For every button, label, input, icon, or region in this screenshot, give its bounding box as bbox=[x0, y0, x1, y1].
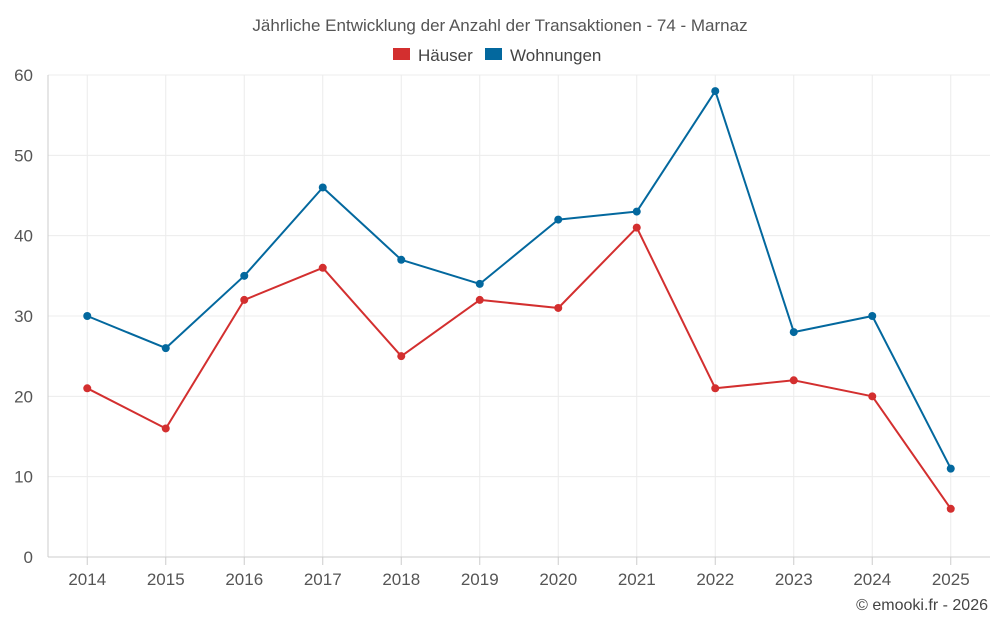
series-wohnungen bbox=[83, 87, 955, 473]
x-tick-label-2016: 2016 bbox=[225, 570, 263, 589]
y-tick-label-10: 10 bbox=[14, 468, 33, 487]
y-tick-label-30: 30 bbox=[14, 307, 33, 326]
x-tick-label-2025: 2025 bbox=[932, 570, 970, 589]
legend: Häuser Wohnungen bbox=[393, 46, 601, 65]
axes bbox=[47, 75, 990, 558]
data-point-haeuser-2018 bbox=[397, 352, 406, 361]
y-axis-ticks: 0 10 20 30 40 50 60 bbox=[14, 66, 33, 567]
data-point-wohnungen-2016 bbox=[240, 271, 249, 280]
legend-swatch-haeuser bbox=[393, 48, 410, 60]
series-line-haeuser bbox=[86, 226, 952, 510]
data-point-wohnungen-2014 bbox=[83, 312, 92, 320]
y-tick-label-20: 20 bbox=[14, 387, 33, 406]
data-point-wohnungen-2022 bbox=[711, 87, 720, 96]
credit-text: © emooki.fr - 2026 bbox=[856, 597, 988, 614]
data-point-haeuser-2014 bbox=[83, 384, 92, 393]
data-point-wohnungen-2020 bbox=[554, 215, 563, 224]
x-tick-label-2020: 2020 bbox=[539, 570, 577, 589]
data-point-haeuser-2017 bbox=[318, 263, 327, 272]
chart-title: Jährliche Entwicklung der Anzahl der Tra… bbox=[252, 16, 747, 35]
data-point-wohnungen-2021 bbox=[632, 207, 641, 216]
legend-label-wohnungen: Wohnungen bbox=[510, 46, 601, 65]
series-haeuser bbox=[83, 223, 955, 513]
data-point-haeuser-2025 bbox=[946, 504, 955, 513]
x-tick-label-2017: 2017 bbox=[304, 570, 342, 589]
data-point-haeuser-2023 bbox=[789, 376, 798, 385]
data-point-haeuser-2015 bbox=[161, 424, 170, 433]
data-point-wohnungen-2015 bbox=[161, 344, 170, 353]
data-point-wohnungen-2018 bbox=[397, 255, 406, 264]
y-tick-label-60: 60 bbox=[14, 66, 33, 85]
x-tick-label-2014: 2014 bbox=[68, 570, 106, 589]
data-point-haeuser-2022 bbox=[711, 384, 720, 393]
data-point-haeuser-2024 bbox=[868, 392, 877, 401]
data-point-wohnungen-2017 bbox=[318, 183, 327, 192]
legend-label-haeuser: Häuser bbox=[418, 46, 473, 65]
data-point-haeuser-2020 bbox=[554, 303, 563, 312]
y-tick-label-0: 0 bbox=[24, 548, 33, 567]
x-tick-label-2021: 2021 bbox=[618, 570, 656, 589]
data-point-haeuser-2016 bbox=[240, 295, 249, 304]
gridlines bbox=[48, 74, 990, 557]
x-tick-label-2015: 2015 bbox=[147, 570, 185, 589]
x-tick-label-2022: 2022 bbox=[696, 570, 734, 589]
series-line-wohnungen bbox=[86, 90, 952, 470]
data-point-haeuser-2021 bbox=[632, 223, 641, 232]
y-tick-label-50: 50 bbox=[14, 146, 33, 165]
x-axis-ticks: 2014 2015 2016 2017 2018 2019 2020 2021 2022 2023… bbox=[68, 557, 970, 589]
y-tick-label-40: 40 bbox=[14, 227, 33, 246]
x-tick-label-2023: 2023 bbox=[775, 570, 813, 589]
data-point-wohnungen-2025 bbox=[946, 464, 955, 473]
data-point-wohnungen-2023 bbox=[789, 328, 798, 337]
x-tick-label-2024: 2024 bbox=[853, 570, 891, 589]
data-point-wohnungen-2024 bbox=[868, 312, 877, 320]
data-point-haeuser-2019 bbox=[475, 295, 484, 304]
x-tick-label-2018: 2018 bbox=[382, 570, 420, 589]
data-point-wohnungen-2019 bbox=[475, 279, 484, 288]
legend-swatch-wohnungen bbox=[485, 48, 502, 60]
x-tick-label-2019: 2019 bbox=[461, 570, 499, 589]
series-group bbox=[83, 87, 955, 513]
